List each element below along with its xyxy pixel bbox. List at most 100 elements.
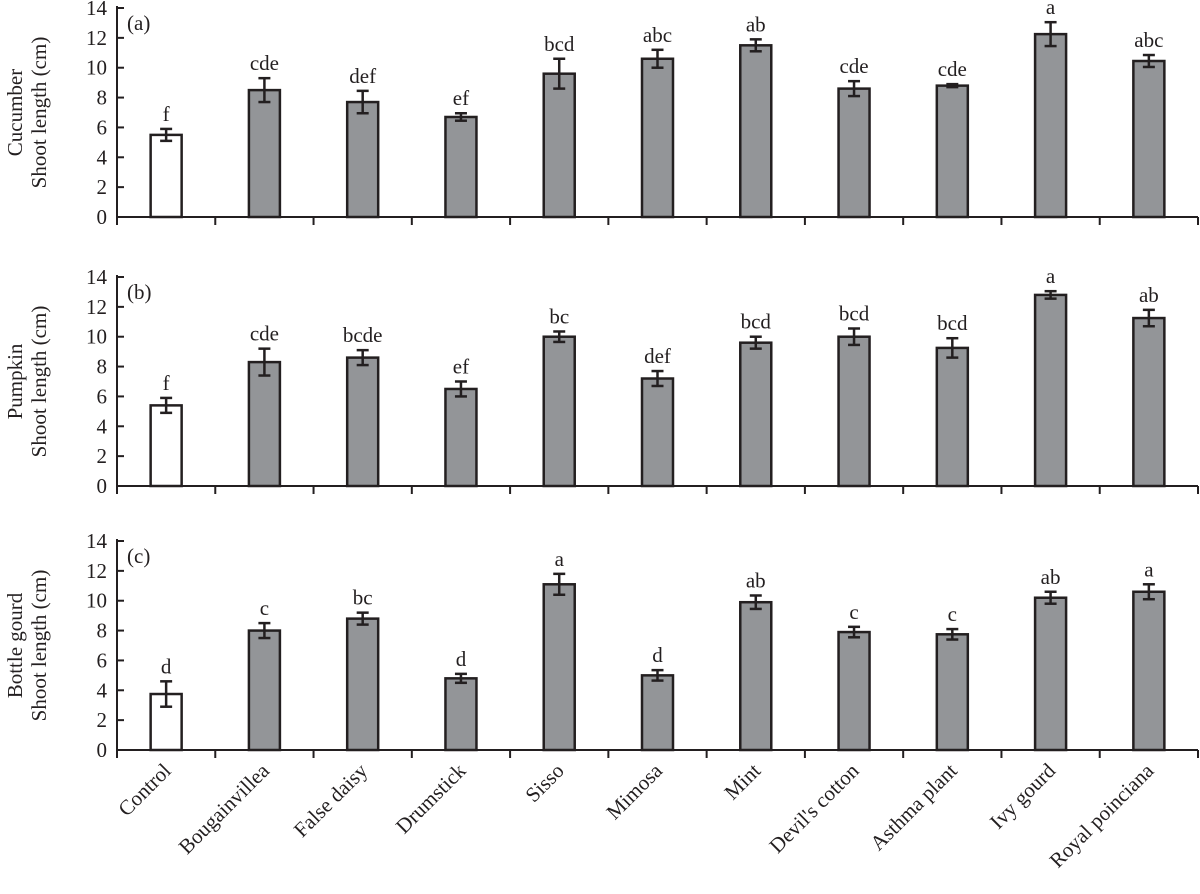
bar-false-daisy (345, 356, 380, 488)
y-tick-label: 6 (97, 115, 108, 139)
bar-asthma-plant (935, 84, 970, 219)
significance-letter: cde (250, 51, 279, 75)
significance-letter: d (456, 647, 467, 671)
x-tick-label: Mint (719, 758, 765, 804)
significance-letter: abc (643, 23, 672, 47)
y-tick-label: 14 (86, 0, 108, 20)
significance-letter: ab (1139, 283, 1159, 307)
y-tick-label: 2 (97, 444, 108, 468)
significance-letter: cde (250, 322, 279, 346)
y-tick-label: 4 (97, 145, 108, 169)
significance-letter: c (948, 602, 957, 626)
y-axis-label-line2: Shoot length (cm) (27, 570, 51, 722)
bar-control (149, 133, 183, 219)
significance-letter: bcde (343, 323, 383, 347)
significance-letter: bcd (544, 32, 575, 56)
bar-mint (739, 44, 773, 219)
significance-letter: d (161, 654, 172, 678)
bar-devil-s-cotton (837, 87, 871, 219)
significance-letter: a (1046, 0, 1056, 19)
significance-letter: ef (453, 86, 469, 110)
significance-letter: f (163, 102, 170, 126)
y-axis-label-line2: Shoot length (cm) (27, 37, 51, 189)
y-tick-label: 8 (97, 619, 108, 643)
bar-mimosa (640, 57, 675, 219)
bar-mint (739, 341, 773, 488)
significance-letter: f (163, 371, 170, 395)
bar-bougainvillea (247, 360, 282, 488)
significance-letter: def (349, 64, 376, 88)
significance-letter: bcd (937, 311, 968, 335)
significance-letter: abc (1134, 28, 1163, 52)
y-tick-label: 8 (97, 355, 108, 379)
bar-asthma-plant (935, 633, 970, 752)
bar-sisso (542, 72, 576, 219)
y-tick-label: 8 (97, 86, 108, 110)
x-tick-label: Mimosa (601, 758, 667, 824)
y-tick-label: 10 (86, 56, 107, 80)
bar-sisso (542, 583, 576, 752)
x-tick-label: Drumstick (391, 758, 471, 838)
bar-mimosa (640, 674, 675, 752)
bar-sisso (542, 335, 576, 488)
panel-label: (a) (127, 11, 150, 35)
bar-devil-s-cotton (837, 335, 871, 488)
y-tick-label: 2 (97, 708, 108, 732)
bar-control (149, 404, 183, 488)
y-tick-label: 6 (97, 648, 108, 672)
bar-ivy-gourd (1033, 596, 1068, 752)
significance-letter: a (555, 547, 565, 571)
significance-letter: a (1046, 264, 1056, 288)
x-tick-label: Ivy gourd (985, 758, 1060, 833)
bar-bougainvillea (247, 88, 282, 219)
bar-devil-s-cotton (837, 630, 871, 752)
significance-letter: c (260, 596, 269, 620)
y-tick-label: 12 (86, 559, 107, 583)
y-tick-label: 10 (86, 325, 107, 349)
bar-royal-poinciana (1132, 316, 1166, 488)
y-axis-label-line2: Shoot length (cm) (27, 306, 51, 458)
bar-royal-poinciana (1132, 590, 1166, 752)
bar-false-daisy (345, 100, 380, 219)
y-tick-label: 0 (97, 205, 108, 229)
y-tick-label: 14 (86, 265, 108, 289)
y-tick-label: 6 (97, 384, 108, 408)
x-tick-label: Asthma plant (865, 758, 962, 855)
bar-asthma-plant (935, 346, 970, 488)
x-tick-label: Control (113, 758, 175, 820)
y-tick-label: 14 (86, 529, 108, 553)
y-tick-label: 10 (86, 589, 107, 613)
y-tick-label: 0 (97, 738, 108, 762)
significance-letter: bc (353, 586, 373, 610)
y-axis-label-line1: Cucumber (3, 69, 27, 156)
y-tick-label: 12 (86, 26, 107, 50)
significance-letter: cde (839, 54, 868, 78)
significance-letter: ef (453, 355, 469, 379)
bar-ivy-gourd (1033, 293, 1068, 488)
bar-drumstick (444, 677, 478, 752)
y-tick-label: 0 (97, 474, 108, 498)
bar-royal-poinciana (1132, 59, 1166, 219)
significance-letter: ab (746, 568, 766, 592)
bar-mimosa (640, 377, 675, 488)
bar-false-daisy (345, 617, 380, 752)
bar-bougainvillea (247, 629, 282, 752)
panel-label: (b) (127, 280, 152, 304)
x-tick-label: Bougainvillea (174, 758, 275, 859)
y-tick-label: 4 (97, 414, 108, 438)
significance-letter: ab (1041, 565, 1061, 589)
bar-drumstick (444, 115, 478, 219)
y-tick-label: 12 (86, 295, 107, 319)
x-tick-label: Sisso (520, 759, 568, 807)
x-tick-label: Devil's cotton (764, 758, 864, 858)
y-axis-label-line1: Pumpkin (3, 343, 27, 419)
significance-letter: c (849, 600, 858, 624)
x-tick-label: Royal poinciana (1045, 758, 1159, 872)
significance-letter: bcd (839, 302, 870, 326)
significance-letter: bc (549, 304, 569, 328)
bar-drumstick (444, 387, 478, 488)
significance-letter: a (1144, 557, 1154, 581)
y-tick-label: 4 (97, 678, 108, 702)
x-tick-label: False daisy (289, 758, 373, 842)
bar-mint (739, 600, 773, 752)
